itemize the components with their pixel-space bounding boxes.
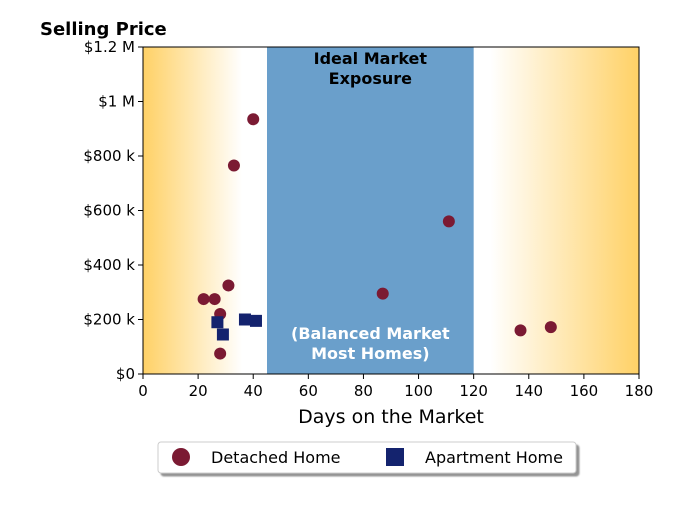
legend-label-detached: Detached Home [211, 448, 341, 467]
apartment-home-point [249, 314, 262, 327]
detached-home-point [214, 347, 227, 360]
y-tick-label: $0 [116, 365, 135, 383]
chart-title: Selling Price [40, 19, 167, 40]
y-tick-label: $800 k [83, 147, 135, 165]
x-tick-label: 80 [354, 382, 373, 400]
y-axis: $0 $200 k $400 k $600 k $800 k $1 M $1.2 M [83, 38, 143, 383]
legend-marker-apartment [386, 448, 404, 466]
y-tick-label: $600 k [83, 202, 135, 220]
detached-home-point [514, 324, 527, 337]
x-tick-label: 100 [404, 382, 433, 400]
y-tick-label: $1.2 M [84, 38, 135, 56]
x-tick-label: 160 [570, 382, 599, 400]
apartment-home-point [238, 313, 251, 326]
legend-label-apartment: Apartment Home [425, 448, 563, 467]
x-tick-label: 20 [189, 382, 208, 400]
band-label-bottom: (Balanced Market Most Homes) [291, 324, 450, 363]
legend: Detached Home Apartment Home [157, 441, 577, 474]
y-tick-label: $200 k [83, 311, 135, 329]
x-tick-label: 60 [299, 382, 318, 400]
x-tick-label: 180 [625, 382, 654, 400]
legend-box [157, 441, 577, 474]
x-tick-label: 40 [244, 382, 263, 400]
x-tick-label: 140 [514, 382, 543, 400]
detached-home-point [222, 279, 235, 292]
detached-home-point [376, 287, 389, 300]
x-tick-label: 0 [138, 382, 148, 400]
band-label-top: Ideal Market Exposure [314, 49, 428, 88]
detached-home-point [544, 321, 557, 334]
detached-home-point [197, 293, 210, 306]
data-points [197, 113, 557, 360]
x-tick-label: 120 [459, 382, 488, 400]
plot-area: Ideal Market Exposure (Balanced Market Mos… [142, 46, 640, 375]
detached-home-point [442, 215, 455, 228]
detached-home-point [208, 293, 221, 306]
ideal-exposure-band [267, 47, 474, 374]
detached-home-point [247, 113, 260, 126]
y-tick-label: $1 M [98, 93, 135, 111]
legend-marker-detached [172, 448, 190, 466]
y-tick-label: $400 k [83, 256, 135, 274]
apartment-home-point [216, 328, 229, 341]
detached-home-point [227, 159, 240, 172]
x-axis-label: Days on the Market [298, 406, 484, 428]
x-axis: 0 20 40 60 80 100 120 140 160 180 [138, 374, 653, 400]
apartment-home-point [211, 316, 224, 329]
